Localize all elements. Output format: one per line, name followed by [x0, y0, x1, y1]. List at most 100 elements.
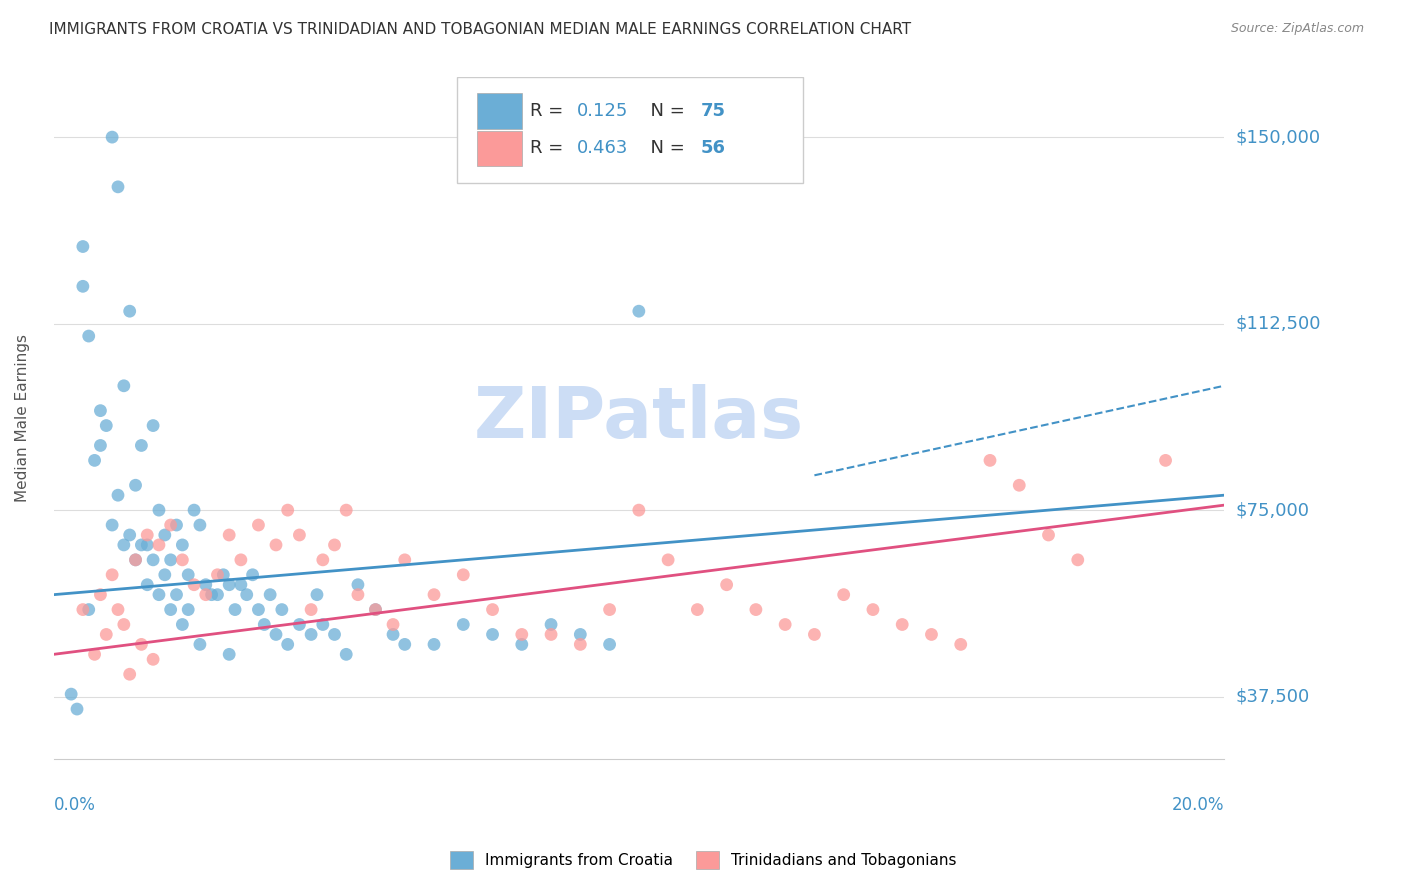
Point — [423, 588, 446, 602]
Point — [264, 627, 287, 641]
Point — [229, 553, 252, 567]
Point — [166, 518, 188, 533]
Point — [540, 617, 562, 632]
Point — [218, 528, 240, 542]
Point — [277, 503, 299, 517]
Point — [60, 687, 83, 701]
Point — [131, 637, 153, 651]
Point — [510, 637, 533, 651]
Point — [89, 438, 111, 452]
Point — [1154, 453, 1177, 467]
Point — [224, 602, 246, 616]
Point — [207, 588, 229, 602]
Point — [207, 567, 229, 582]
Point — [312, 553, 335, 567]
Point — [96, 418, 118, 433]
Text: 20.0%: 20.0% — [1171, 797, 1225, 814]
Point — [305, 588, 328, 602]
Point — [148, 538, 170, 552]
Text: Source: ZipAtlas.com: Source: ZipAtlas.com — [1230, 22, 1364, 36]
Text: 75: 75 — [700, 102, 725, 120]
Point — [979, 453, 1001, 467]
Text: $112,500: $112,500 — [1236, 315, 1320, 333]
Point — [312, 617, 335, 632]
Point — [118, 528, 141, 542]
Point — [142, 418, 165, 433]
Point — [159, 553, 181, 567]
Point — [142, 553, 165, 567]
Point — [657, 553, 679, 567]
Point — [172, 617, 194, 632]
Point — [949, 637, 972, 651]
Point — [188, 637, 211, 651]
Point — [453, 617, 475, 632]
Point — [1008, 478, 1031, 492]
Text: 56: 56 — [700, 139, 725, 157]
Point — [89, 588, 111, 602]
Point — [212, 567, 235, 582]
Point — [66, 702, 89, 716]
Point — [235, 588, 257, 602]
Point — [716, 578, 738, 592]
Point — [364, 602, 387, 616]
Point — [481, 602, 503, 616]
Point — [188, 518, 211, 533]
Point — [131, 438, 153, 452]
Point — [194, 588, 217, 602]
Point — [862, 602, 884, 616]
Point — [112, 538, 135, 552]
Point — [83, 453, 105, 467]
Point — [148, 588, 170, 602]
Point — [96, 627, 118, 641]
Point — [803, 627, 825, 641]
Point — [364, 602, 387, 616]
Point — [382, 617, 405, 632]
Point — [288, 528, 311, 542]
Point — [153, 528, 176, 542]
Point — [77, 329, 100, 343]
Point — [481, 627, 503, 641]
Point — [124, 553, 146, 567]
Point — [118, 304, 141, 318]
Point — [72, 239, 94, 253]
FancyBboxPatch shape — [477, 93, 522, 128]
Y-axis label: Median Male Earnings: Median Male Earnings — [15, 334, 30, 502]
Point — [277, 637, 299, 651]
Text: R =: R = — [530, 139, 569, 157]
Text: ZIPatlas: ZIPatlas — [474, 384, 804, 452]
Point — [335, 648, 357, 662]
Point — [131, 538, 153, 552]
Point — [394, 637, 416, 651]
Text: $150,000: $150,000 — [1236, 128, 1320, 146]
Point — [136, 528, 159, 542]
Point — [177, 602, 200, 616]
Point — [201, 588, 224, 602]
Point — [112, 378, 135, 392]
Point — [172, 538, 194, 552]
Text: 0.463: 0.463 — [576, 139, 628, 157]
Point — [101, 130, 124, 145]
Text: N =: N = — [638, 139, 690, 157]
Text: 0.0%: 0.0% — [53, 797, 96, 814]
Point — [453, 567, 475, 582]
Point — [72, 279, 94, 293]
Point — [335, 503, 357, 517]
Point — [124, 478, 146, 492]
Point — [148, 503, 170, 517]
FancyBboxPatch shape — [477, 130, 522, 166]
Point — [1067, 553, 1090, 567]
Point — [569, 627, 592, 641]
Point — [72, 602, 94, 616]
Point — [288, 617, 311, 632]
Point — [253, 617, 276, 632]
Point — [172, 553, 194, 567]
Text: 0.125: 0.125 — [576, 102, 628, 120]
Text: $75,000: $75,000 — [1236, 501, 1309, 519]
Point — [382, 627, 405, 641]
Point — [247, 602, 270, 616]
Point — [423, 637, 446, 651]
Point — [136, 578, 159, 592]
Point — [159, 602, 181, 616]
Point — [599, 602, 621, 616]
Point — [107, 602, 129, 616]
